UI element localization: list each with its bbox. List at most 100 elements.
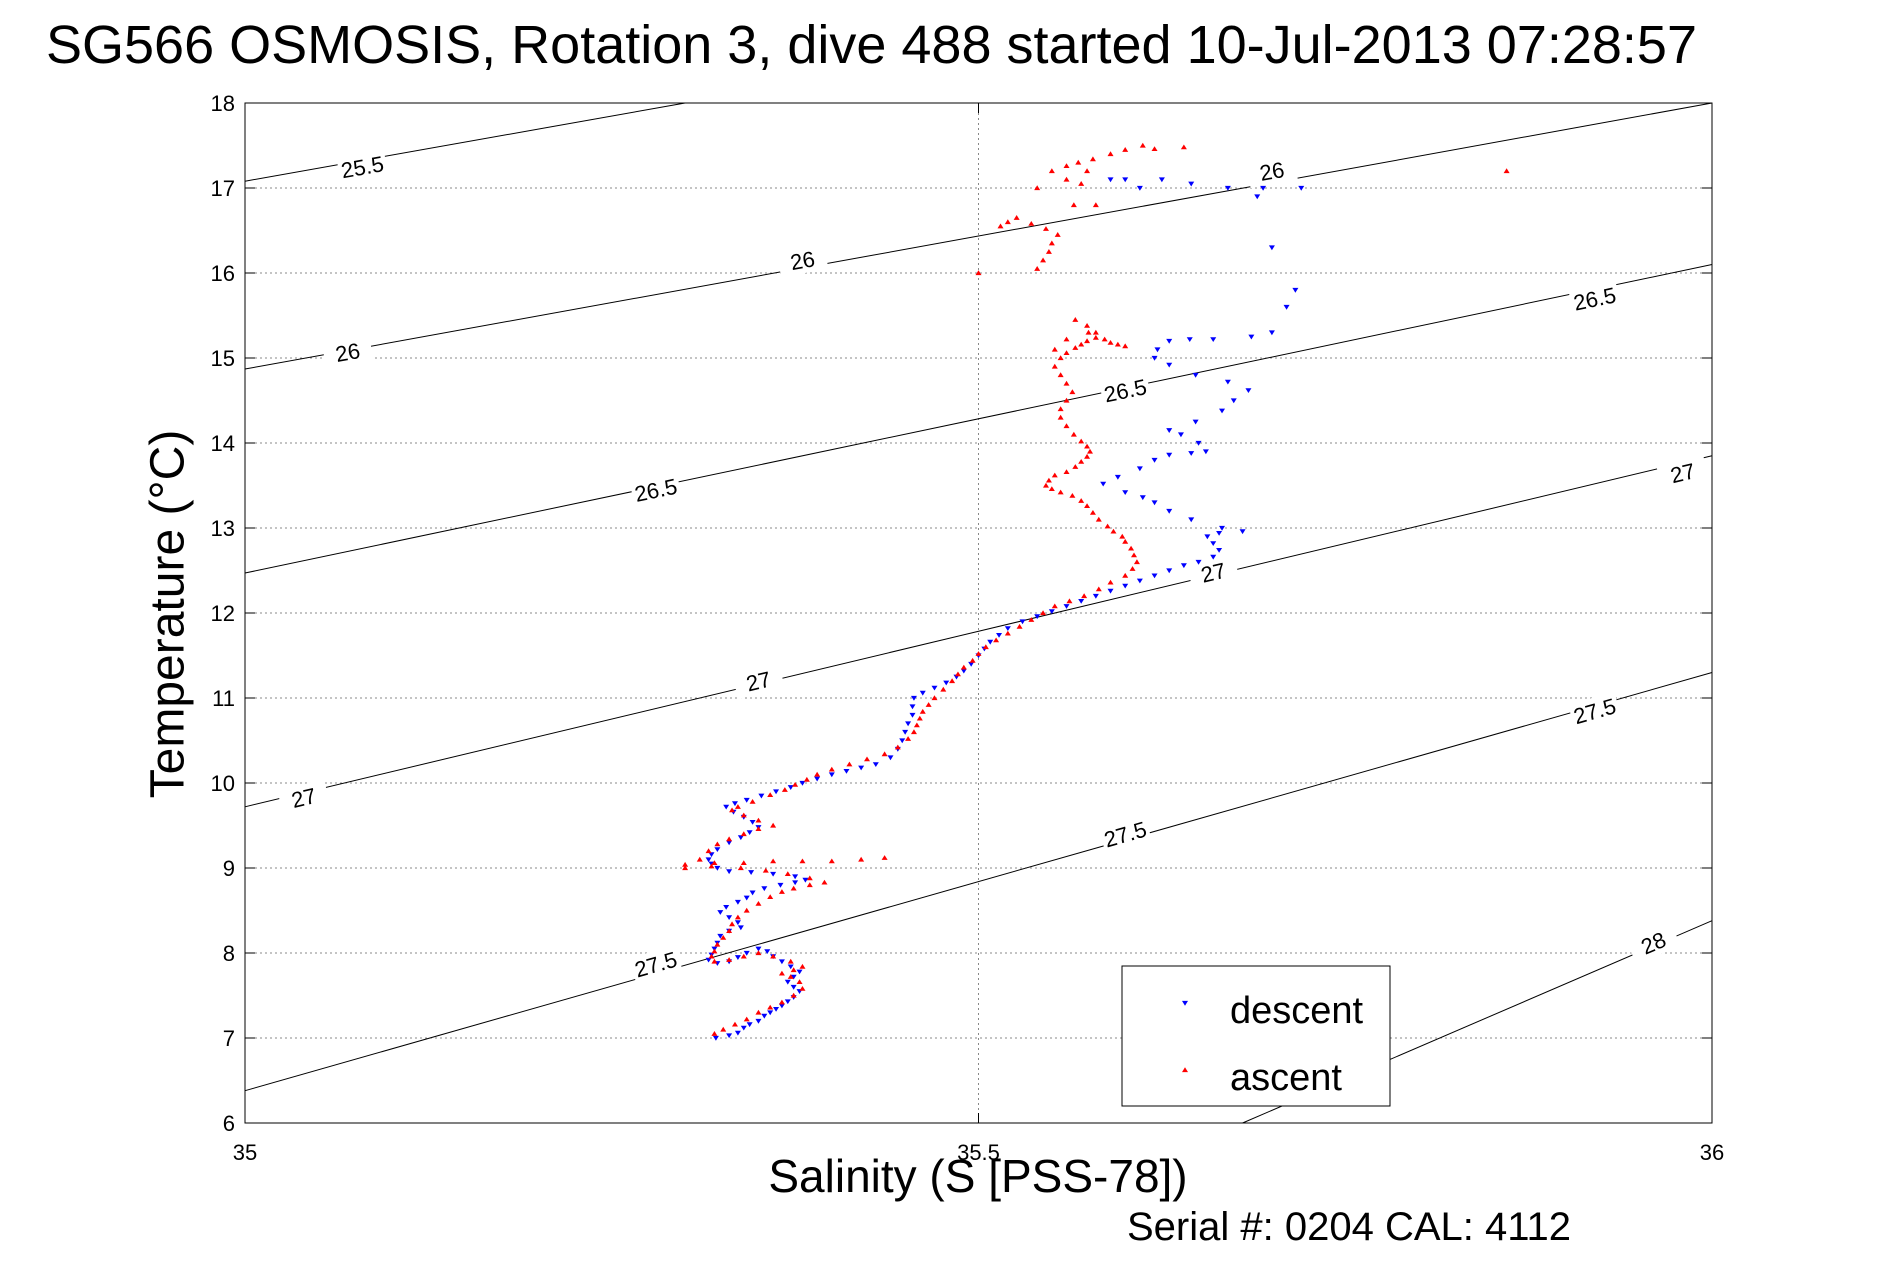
- ascent-point: [799, 858, 806, 864]
- descent-point: [737, 925, 744, 931]
- descent-point: [734, 899, 741, 905]
- descent-point: [1219, 525, 1226, 531]
- ascent-point: [1084, 443, 1091, 449]
- descent-point: [1122, 177, 1129, 183]
- descent-point: [1100, 481, 1107, 487]
- ascent-point: [790, 885, 797, 891]
- y-tick-label: 15: [211, 346, 235, 371]
- ascent-point: [1122, 572, 1129, 578]
- ascent-point: [1180, 144, 1187, 150]
- descent-point: [746, 830, 753, 835]
- ascent-series: [682, 142, 1510, 1036]
- ascent-point: [778, 970, 785, 976]
- ascent-point: [792, 782, 799, 787]
- descent-point: [773, 1007, 780, 1012]
- descent-point: [790, 984, 797, 990]
- descent-point: [987, 639, 994, 645]
- ascent-point: [1057, 414, 1064, 420]
- ascent-point: [997, 223, 1004, 229]
- descent-point: [910, 695, 917, 701]
- ascent-point: [1122, 147, 1129, 152]
- descent-point: [726, 1033, 733, 1039]
- ascent-point: [682, 865, 689, 871]
- ascent-point: [1066, 598, 1073, 604]
- descent-point: [778, 959, 785, 965]
- ascent-point: [1084, 168, 1091, 174]
- ascent-point: [787, 974, 794, 979]
- descent-point: [1151, 355, 1158, 361]
- descent-point: [1210, 554, 1217, 560]
- descent-point: [1192, 419, 1199, 425]
- descent-point: [726, 840, 733, 846]
- y-tick-label: 18: [211, 91, 235, 116]
- descent-point: [814, 776, 821, 782]
- descent-point: [919, 690, 926, 696]
- descent-point: [1195, 440, 1202, 446]
- descent-point: [1151, 573, 1158, 579]
- descent-point: [1192, 372, 1199, 378]
- ascent-point: [1028, 617, 1035, 622]
- contour-label: 26: [788, 246, 817, 275]
- ascent-point: [1016, 623, 1023, 629]
- descent-point: [828, 772, 835, 778]
- ascent-point: [726, 928, 733, 933]
- ascent-point: [925, 702, 932, 707]
- descent-point: [1166, 568, 1173, 574]
- ascent-point: [1131, 552, 1138, 558]
- descent-point: [743, 895, 750, 901]
- chart-title: SG566 OSMOSIS, Rotation 3, dive 488 star…: [46, 15, 1697, 75]
- descent-point: [1122, 490, 1129, 495]
- descent-point: [764, 949, 771, 954]
- descent-point: [755, 946, 762, 952]
- ascent-point: [1110, 528, 1117, 534]
- ascent-point: [1063, 176, 1070, 182]
- ascent-point: [1034, 185, 1041, 191]
- contour-label-bg: [1656, 454, 1710, 491]
- ascent-point: [796, 979, 803, 984]
- grid-lines: [245, 103, 1712, 1123]
- ascent-point: [975, 270, 982, 276]
- ascent-point: [1057, 406, 1064, 412]
- descent-point: [1136, 578, 1143, 584]
- descent-point: [705, 957, 712, 963]
- contour-label-bg: [1567, 691, 1622, 730]
- descent-point: [734, 955, 741, 960]
- ascent-point: [1084, 338, 1091, 344]
- descent-point: [767, 1010, 774, 1016]
- contour-label-bg: [629, 472, 682, 508]
- contour-label: 26: [1258, 157, 1287, 186]
- ascent-point: [790, 992, 797, 998]
- ascent-point: [858, 856, 865, 862]
- ascent-point: [1045, 477, 1052, 483]
- descent-point: [1107, 177, 1114, 183]
- ascent-point: [1063, 350, 1070, 355]
- legend-box: [1121, 965, 1391, 1107]
- ascent-point: [711, 1031, 718, 1036]
- ascent-point: [1057, 489, 1064, 495]
- descent-point: [792, 880, 799, 886]
- ascent-point: [1503, 168, 1510, 174]
- contour-label-bg: [776, 243, 829, 278]
- contour-line: [244, 102, 686, 182]
- descent-point: [1004, 626, 1011, 631]
- ascent-point: [1048, 168, 1055, 174]
- descent-point: [968, 661, 975, 667]
- contour-label-bg: [1099, 372, 1152, 408]
- descent-point: [1166, 508, 1173, 514]
- ascent-point: [720, 1026, 727, 1032]
- contour-label-bg: [1186, 553, 1240, 591]
- contour-label: 26.5: [632, 474, 679, 507]
- descent-point: [717, 910, 724, 915]
- descent-point: [761, 1013, 768, 1019]
- descent-point: [1180, 563, 1187, 569]
- descent-point: [1268, 245, 1275, 251]
- descent-point: [778, 1003, 785, 1009]
- ascent-point: [969, 657, 976, 663]
- ascent-point: [1139, 142, 1146, 148]
- descent-point: [1063, 604, 1070, 609]
- descent-point: [1230, 398, 1237, 404]
- ascent-point: [734, 804, 741, 809]
- contour-label-bg: [1568, 280, 1621, 317]
- contour-label: 27: [289, 783, 319, 813]
- ascent-point: [1034, 266, 1041, 271]
